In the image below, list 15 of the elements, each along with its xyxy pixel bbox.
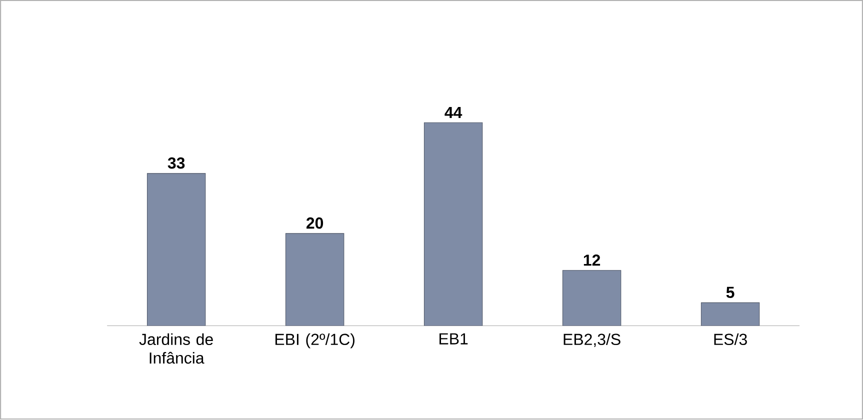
bar (700, 302, 760, 326)
x-tick-label: Jardins de Infância (139, 334, 213, 364)
x-tick-label: EBI (2º/1C) (275, 334, 354, 348)
data-label: 20 (306, 218, 324, 229)
data-label: 33 (168, 158, 185, 169)
x-tick-label: ES/3 (714, 334, 747, 346)
bar (285, 233, 344, 326)
data-label: 5 (726, 287, 734, 298)
x-tick-label: EB2,3/S (564, 334, 620, 348)
bar (146, 173, 206, 326)
x-tick-label: EB1 (440, 334, 468, 345)
data-label: 44 (444, 107, 462, 118)
bar (424, 122, 483, 326)
bar (562, 270, 622, 326)
data-label: 12 (584, 254, 600, 266)
